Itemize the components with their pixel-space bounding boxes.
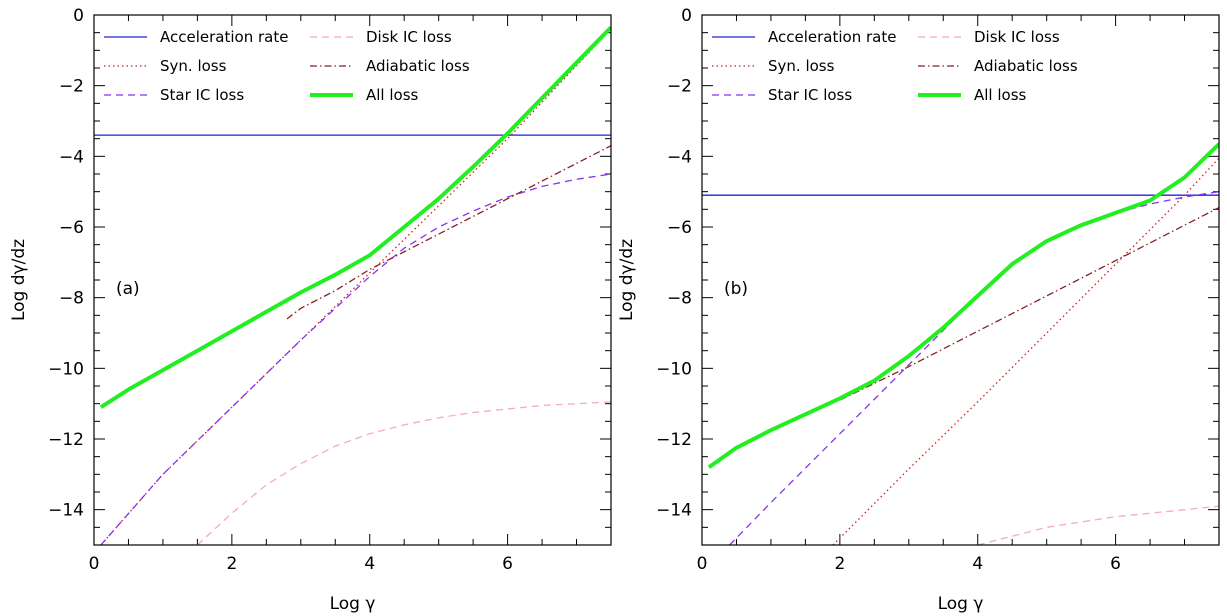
legend-label-acceleration-rate: Acceleration rate bbox=[160, 28, 288, 46]
y-tick-label: −8 bbox=[667, 289, 692, 309]
y-tick-label: −6 bbox=[667, 218, 692, 238]
series-line-adiabatic-loss bbox=[839, 207, 1219, 401]
legend-label-acceleration-rate: Acceleration rate bbox=[768, 28, 896, 46]
legend-label-disk-ic-loss: Disk IC loss bbox=[366, 28, 452, 46]
y-tick-label: −2 bbox=[59, 77, 84, 97]
legend-label-all-loss: All loss bbox=[366, 86, 419, 104]
legend-label-syn-loss: Syn. loss bbox=[160, 57, 227, 75]
legend-label-star-ic-loss: Star IC loss bbox=[160, 86, 244, 104]
chart-panel-b: 0 2 4 6 0 −2 −4 −6 −8 −10 −12 −14 Log γ Log dγ/dz (b) A… bbox=[617, 6, 1220, 614]
y-axis-title: Log dγ/dz bbox=[9, 239, 29, 321]
legend-label-star-ic-loss: Star IC loss bbox=[768, 86, 852, 104]
x-axis-title: Log γ bbox=[938, 594, 984, 614]
series-line-syn-loss bbox=[100, 28, 611, 545]
series-line-star-ic-loss bbox=[729, 191, 1219, 545]
chart-panel-a: 0 2 4 6 0 −2 −4 −6 −8 −10 −12 −14 Log γ Log dγ/dz (a) A… bbox=[9, 6, 612, 614]
legend-label-syn-loss: Syn. loss bbox=[768, 57, 835, 75]
series-line-syn-loss bbox=[832, 157, 1219, 545]
y-tick-label: −12 bbox=[48, 430, 84, 450]
panel-label: (a) bbox=[116, 279, 140, 299]
y-tick-label: −14 bbox=[656, 501, 692, 521]
y-tick-label: −14 bbox=[48, 501, 84, 521]
plot-frame bbox=[93, 14, 612, 546]
plot-frame bbox=[701, 14, 1220, 546]
x-tick-label: 6 bbox=[502, 554, 513, 574]
y-tick-label: −12 bbox=[656, 430, 692, 450]
legend-label-all-loss: All loss bbox=[974, 86, 1027, 104]
x-tick-label: 0 bbox=[89, 554, 100, 574]
x-tick-label: 4 bbox=[364, 554, 375, 574]
legend-label-adiabatic-loss: Adiabatic loss bbox=[366, 57, 470, 75]
y-tick-label: −6 bbox=[59, 218, 84, 238]
x-axis-title: Log γ bbox=[330, 594, 376, 614]
series-line-adiabatic-loss bbox=[286, 145, 611, 320]
x-tick-label: 6 bbox=[1110, 554, 1121, 574]
y-tick-label: −2 bbox=[667, 77, 692, 97]
x-tick-label: 0 bbox=[697, 554, 708, 574]
y-tick-label: −10 bbox=[656, 359, 692, 379]
series-line-disk-ic-loss bbox=[977, 505, 1219, 545]
y-tick-label: −4 bbox=[59, 147, 84, 167]
x-tick-label: 4 bbox=[972, 554, 983, 574]
y-tick-label: 0 bbox=[681, 6, 692, 26]
x-tick-label: 2 bbox=[834, 554, 845, 574]
y-tick-label: −10 bbox=[48, 359, 84, 379]
y-tick-label: 0 bbox=[73, 6, 84, 26]
series-line-all-loss bbox=[707, 142, 1219, 469]
legend-label-adiabatic-loss: Adiabatic loss bbox=[974, 57, 1078, 75]
legend-label-disk-ic-loss: Disk IC loss bbox=[974, 28, 1060, 46]
panel-label: (b) bbox=[724, 279, 748, 299]
series-line-disk-ic-loss bbox=[196, 401, 611, 545]
series-line-star-ic-loss bbox=[100, 173, 611, 545]
y-tick-label: −8 bbox=[59, 289, 84, 309]
series-line-all-loss bbox=[99, 26, 611, 409]
y-axis-title: Log dγ/dz bbox=[617, 239, 637, 321]
x-tick-label: 2 bbox=[226, 554, 237, 574]
y-tick-label: −4 bbox=[667, 147, 692, 167]
